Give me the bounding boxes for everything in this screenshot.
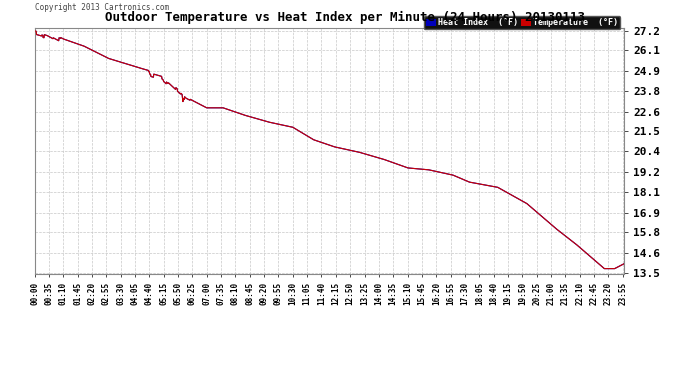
Text: Outdoor Temperature vs Heat Index per Minute (24 Hours) 20130113: Outdoor Temperature vs Heat Index per Mi… — [105, 11, 585, 24]
Text: Copyright 2013 Cartronics.com: Copyright 2013 Cartronics.com — [35, 3, 169, 12]
Legend: Heat Index  (°F), Temperature  (°F): Heat Index (°F), Temperature (°F) — [424, 16, 620, 30]
